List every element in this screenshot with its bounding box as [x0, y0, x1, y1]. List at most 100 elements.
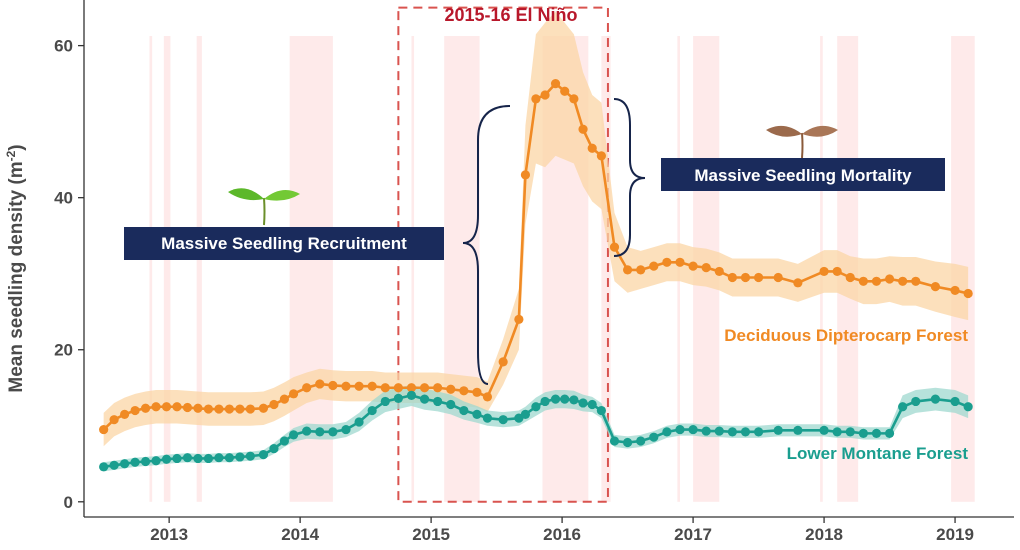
- data-point: [688, 261, 698, 271]
- data-point: [235, 452, 245, 462]
- data-point: [380, 383, 390, 393]
- brown-seedling-icon: [766, 125, 838, 159]
- data-point: [609, 436, 620, 446]
- data-point: [871, 276, 882, 286]
- dry-season-band: [411, 36, 415, 502]
- data-point: [531, 94, 541, 104]
- data-point: [753, 427, 764, 437]
- data-point: [930, 394, 941, 404]
- data-point: [459, 386, 469, 396]
- data-point: [245, 404, 255, 414]
- data-point: [302, 383, 312, 393]
- recruitment-brace: [462, 105, 511, 385]
- x-tick-label: 2019: [936, 525, 974, 544]
- data-point: [858, 428, 868, 438]
- data-point: [819, 266, 829, 277]
- recruitment-box: [124, 227, 444, 260]
- data-point: [214, 404, 224, 414]
- ddf-series-label: Deciduous Dipterocarp Forest: [724, 326, 968, 345]
- data-point: [446, 399, 456, 410]
- data-point: [161, 402, 172, 412]
- data-point: [120, 409, 130, 419]
- data-point: [120, 459, 130, 469]
- lmf-series-label: Lower Montane Forest: [787, 444, 969, 463]
- data-point: [898, 276, 908, 286]
- data-point: [884, 274, 895, 284]
- recruitment-label: Massive Seedling Recruitment: [161, 234, 407, 253]
- data-point: [406, 383, 417, 393]
- data-point: [354, 381, 364, 391]
- data-point: [963, 288, 973, 299]
- dry-season-band: [163, 36, 171, 502]
- data-point: [380, 396, 390, 407]
- data-point: [636, 265, 646, 275]
- data-point: [214, 453, 224, 463]
- data-point: [560, 394, 570, 404]
- data-point: [224, 404, 234, 414]
- data-point: [540, 396, 550, 407]
- y-ticks: 0 20 40 60: [54, 37, 84, 512]
- data-point: [235, 404, 245, 414]
- data-point: [662, 427, 672, 437]
- x-ticks: 2013 2014 2015 2016 2017 2018 2019: [150, 517, 974, 544]
- data-point: [288, 430, 299, 440]
- x-tick-label: 2013: [150, 525, 188, 544]
- data-point: [279, 436, 290, 446]
- y-tick-label: 60: [54, 37, 73, 56]
- x-tick-label: 2018: [805, 525, 843, 544]
- data-point: [540, 90, 550, 100]
- x-tick-label: 2016: [543, 525, 581, 544]
- data-point: [531, 402, 541, 412]
- data-point: [172, 453, 182, 464]
- y-tick-label: 0: [64, 493, 73, 512]
- data-point: [740, 272, 751, 283]
- data-point: [315, 379, 325, 389]
- data-point: [482, 413, 493, 423]
- data-point: [858, 276, 868, 286]
- data-point: [498, 357, 508, 367]
- data-point: [609, 242, 620, 252]
- data-point: [161, 454, 172, 464]
- y-axis-label: Mean seedling density (m-2): [4, 144, 27, 392]
- data-point: [182, 402, 193, 413]
- data-point: [472, 387, 482, 397]
- data-point: [182, 453, 193, 463]
- data-point: [675, 424, 685, 435]
- data-point: [472, 409, 482, 419]
- mortality-box: [661, 158, 945, 191]
- dry-season-band: [444, 36, 480, 502]
- data-point: [279, 394, 290, 404]
- data-point: [793, 278, 803, 288]
- data-point: [622, 265, 633, 275]
- data-point: [662, 257, 672, 267]
- data-point: [341, 424, 351, 435]
- data-point: [406, 390, 417, 400]
- data-point: [193, 453, 203, 464]
- data-point: [701, 263, 711, 273]
- data-point: [341, 381, 351, 391]
- data-point: [482, 392, 493, 402]
- data-point: [109, 415, 119, 425]
- data-point: [649, 261, 659, 271]
- data-point: [819, 425, 829, 435]
- mortality-label: Massive Seedling Mortality: [694, 166, 912, 185]
- data-point: [740, 427, 751, 437]
- data-point: [793, 425, 803, 435]
- data-point: [832, 427, 842, 437]
- data-point: [578, 124, 588, 134]
- data-point: [884, 428, 895, 438]
- data-point: [550, 394, 561, 404]
- x-tick-label: 2017: [674, 525, 712, 544]
- data-point: [288, 389, 299, 399]
- elnino-title: 2015-16 El Niño: [444, 5, 577, 25]
- green-seedling-icon: [228, 188, 300, 226]
- y-axis-label-sup: -2: [4, 150, 18, 161]
- series-line: [103, 394, 969, 469]
- data-point: [622, 437, 633, 448]
- data-point: [845, 427, 855, 437]
- data-point: [433, 396, 443, 407]
- data-point: [140, 403, 151, 413]
- data-point: [140, 456, 151, 467]
